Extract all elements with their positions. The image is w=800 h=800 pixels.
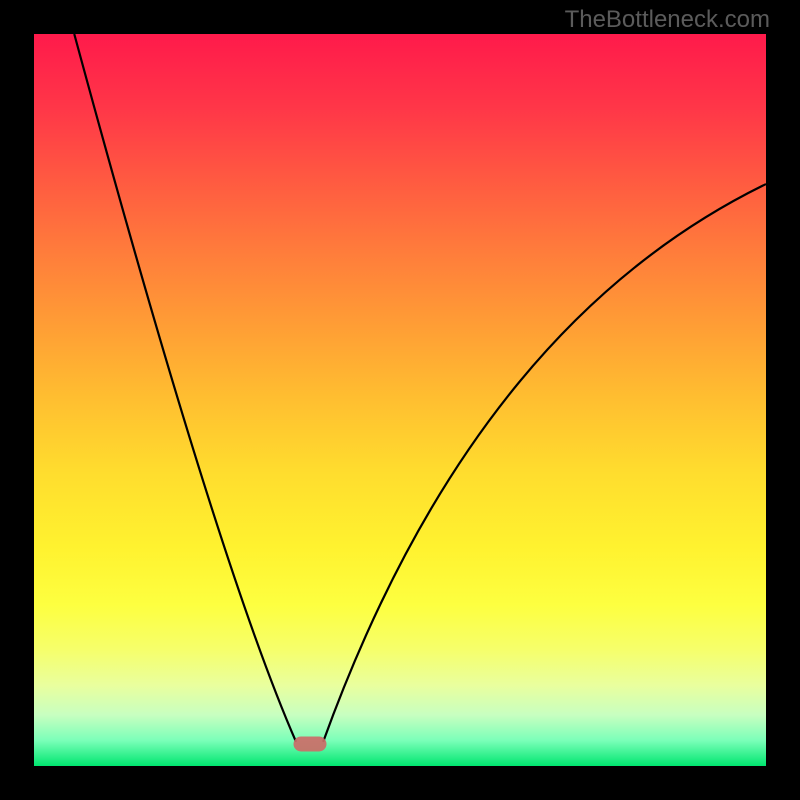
bottleneck-curve <box>34 34 766 766</box>
plot-area <box>34 34 766 766</box>
watermark-text: TheBottleneck.com <box>565 6 770 34</box>
chart-stage: TheBottleneck.com <box>0 0 800 800</box>
curve-right-branch <box>323 184 766 742</box>
bottom-marker <box>293 737 326 752</box>
curve-left-branch <box>74 34 296 742</box>
